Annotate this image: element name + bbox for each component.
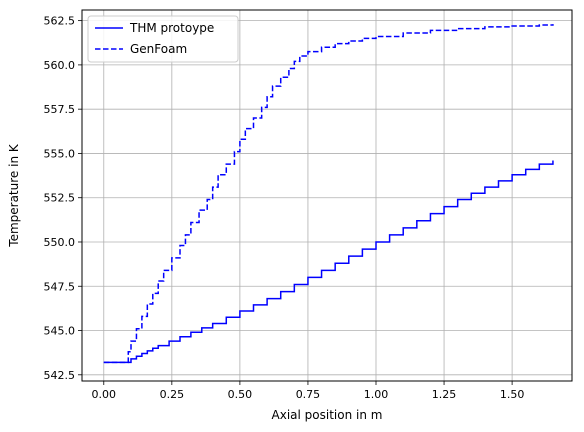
legend-label-thm: THM protoype (129, 21, 214, 35)
x-tick-label: 0.75 (296, 388, 321, 401)
x-axis-label: Axial position in m (272, 408, 383, 422)
y-axis-label: Temperature in K (7, 143, 21, 248)
x-tick-label: 0.50 (228, 388, 253, 401)
axis-ticks: 0.00 0.25 0.50 0.75 1.00 1.25 1.50 542.5 545.0 54… (44, 15, 525, 401)
y-tick-label: 562.5 (44, 15, 76, 28)
axes-frame (81, 9, 573, 382)
y-tick-label: 552.5 (44, 192, 76, 205)
y-tick-label: 550.0 (44, 236, 76, 249)
y-tick-label: 542.5 (44, 369, 76, 382)
legend-box (87, 15, 239, 63)
y-tick-label: 557.5 (44, 103, 76, 116)
y-tick-label: 545.0 (44, 325, 76, 338)
x-tick-label: 0.25 (160, 388, 185, 401)
legend-label-genfoam: GenFoam (130, 42, 187, 56)
y-tick-label: 555.0 (44, 147, 76, 160)
series-line-genfoam (103, 24, 554, 364)
y-tick-label: 560.0 (44, 59, 76, 72)
grid (82, 10, 572, 381)
x-tick-label: 1.00 (364, 388, 389, 401)
x-tick-label: 1.50 (500, 388, 525, 401)
x-tick-label: 1.25 (432, 388, 457, 401)
series-line-thm-protoype (103, 160, 554, 364)
legend: THM protoype GenFoam (87, 15, 239, 63)
x-tick-label: 0.00 (92, 388, 117, 401)
plot-series (103, 24, 554, 364)
y-tick-label: 547.5 (44, 280, 76, 293)
